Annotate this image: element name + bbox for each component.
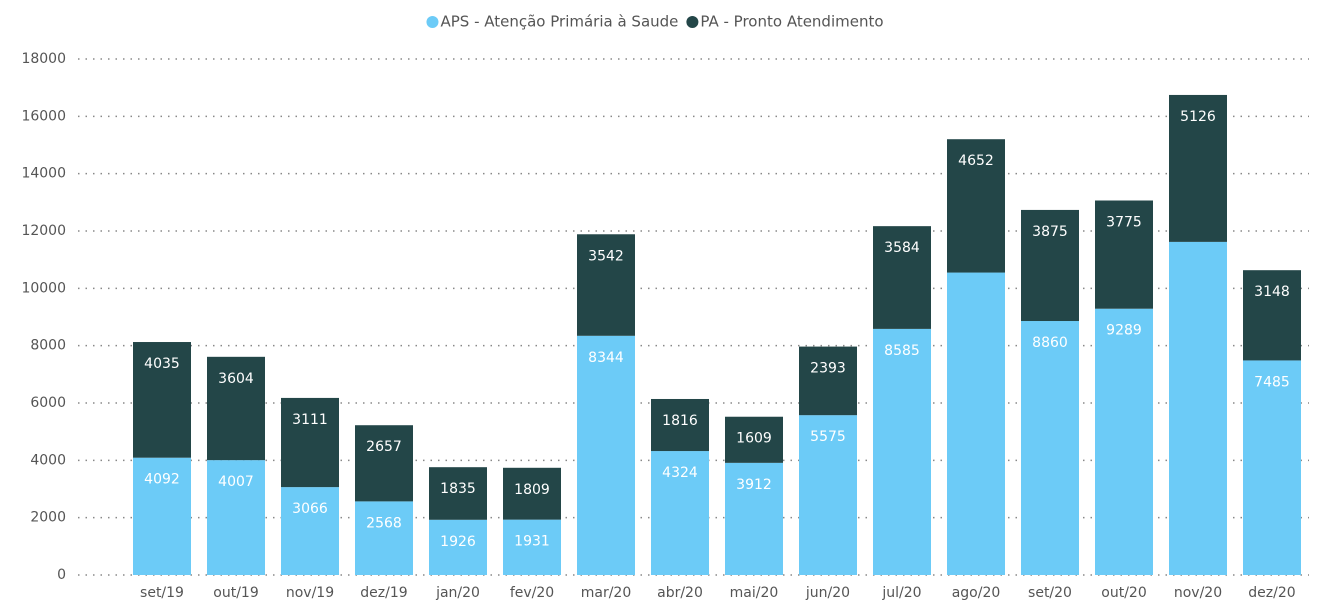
bar-segment <box>281 487 339 575</box>
bar-segment <box>429 519 487 575</box>
bar-segment <box>873 226 931 329</box>
bar-segment <box>947 272 1005 575</box>
bar-segment <box>133 457 191 575</box>
y-tick-label: 10000 <box>21 280 66 296</box>
y-tick-label: 4000 <box>30 452 66 468</box>
bar-segment <box>281 397 339 488</box>
bar-segment <box>1021 321 1079 575</box>
bar-segment <box>577 335 635 575</box>
bar-segment <box>207 460 265 575</box>
data-label: 3584 <box>884 240 920 256</box>
legend-marker <box>426 16 439 28</box>
bar-segment <box>799 346 857 416</box>
data-label: 4324 <box>662 465 698 481</box>
data-label: 5575 <box>810 429 846 445</box>
x-tick-label: out/20 <box>1101 585 1146 601</box>
data-label: 3111 <box>292 412 328 428</box>
y-tick-label: 8000 <box>30 338 66 354</box>
data-label: 1609 <box>736 431 772 447</box>
legend-marker <box>686 16 699 28</box>
legend-label: PA - Pronto Atendimento <box>700 13 883 31</box>
bar-segment <box>1169 94 1227 242</box>
data-label: 3066 <box>292 501 328 517</box>
bar-segment <box>1243 360 1301 575</box>
bar-segment <box>133 342 191 458</box>
bar-segment <box>577 234 635 336</box>
x-tick-label: nov/20 <box>1174 585 1222 601</box>
data-label: 3912 <box>736 477 772 493</box>
data-label: 1931 <box>514 534 550 550</box>
bar-segment <box>651 451 709 575</box>
x-tick-label: out/19 <box>213 585 258 601</box>
bar-segment <box>651 398 709 452</box>
x-tick-label: ago/20 <box>952 585 1001 601</box>
x-tick-label: nov/19 <box>286 585 334 601</box>
data-label: 1816 <box>662 413 698 429</box>
y-tick-label: 0 <box>57 567 66 583</box>
data-label: 3148 <box>1254 284 1290 300</box>
bar-segment <box>207 356 265 461</box>
bar-segment <box>1021 209 1079 322</box>
x-tick-label: jul/20 <box>881 585 921 601</box>
x-tick-label: dez/20 <box>1248 585 1295 601</box>
x-tick-label: dez/19 <box>360 585 407 601</box>
data-label: 8585 <box>884 343 920 359</box>
data-label: 3875 <box>1032 224 1068 240</box>
data-label: 7485 <box>1254 374 1290 390</box>
data-label: 4035 <box>144 356 180 372</box>
data-label: 8344 <box>588 350 624 366</box>
bar-segment <box>503 467 561 520</box>
bar-segment <box>429 467 487 520</box>
x-tick-label: set/19 <box>140 585 184 601</box>
x-tick-label: abr/20 <box>657 585 703 601</box>
data-label: 1835 <box>440 481 476 497</box>
legend-label: APS - Atenção Primária à Saude <box>440 13 678 31</box>
y-tick-label: 16000 <box>21 108 66 124</box>
data-label: 1809 <box>514 482 550 498</box>
data-label: 1926 <box>440 534 476 550</box>
bar-segment <box>503 519 561 575</box>
data-label: 8860 <box>1032 335 1068 351</box>
y-tick-label: 18000 <box>21 51 66 67</box>
data-label: 3604 <box>218 371 254 387</box>
bar-segment <box>725 462 783 575</box>
y-tick-label: 12000 <box>21 223 66 239</box>
y-tick-label: 6000 <box>30 395 66 411</box>
bar-segment <box>355 425 413 502</box>
data-label: 5126 <box>1180 109 1216 125</box>
x-tick-label: jun/20 <box>805 585 850 601</box>
data-label: 4652 <box>958 153 994 169</box>
data-label: 4007 <box>218 474 254 490</box>
data-label: 2568 <box>366 515 402 531</box>
x-tick-label: fev/20 <box>510 585 554 601</box>
bar-segment <box>725 416 783 463</box>
data-label: 2393 <box>810 361 846 377</box>
bar-segment <box>355 501 413 575</box>
data-label: 2657 <box>366 439 402 455</box>
data-label: 3542 <box>588 248 624 264</box>
data-label: 9289 <box>1106 323 1142 339</box>
bar-segment <box>1169 241 1227 576</box>
y-tick-label: 14000 <box>21 166 66 182</box>
x-tick-label: mai/20 <box>730 585 779 601</box>
x-tick-label: jan/20 <box>435 585 480 601</box>
data-label: 4092 <box>144 472 180 488</box>
y-tick-label: 2000 <box>30 510 66 526</box>
bar-segment <box>799 415 857 575</box>
bar-segment <box>873 328 931 575</box>
bar-segment <box>1095 200 1153 309</box>
bar-segment <box>947 139 1005 273</box>
bar-segment <box>1095 308 1153 575</box>
x-tick-label: mar/20 <box>581 585 632 601</box>
x-tick-label: set/20 <box>1028 585 1072 601</box>
data-label: 3775 <box>1106 214 1142 230</box>
bar-segment <box>1243 270 1301 361</box>
